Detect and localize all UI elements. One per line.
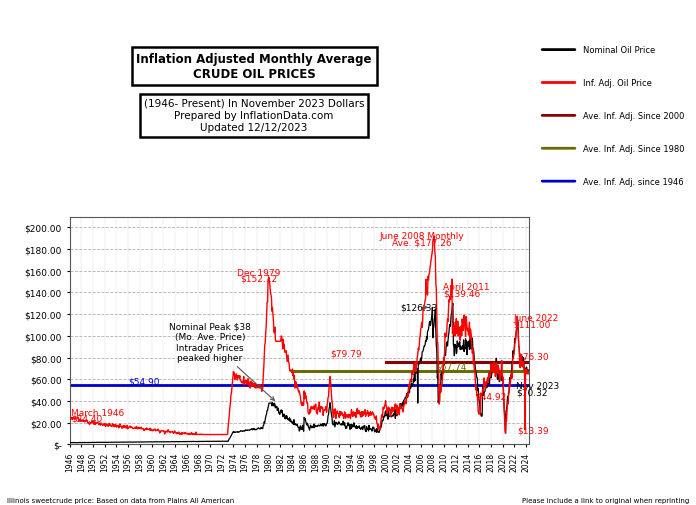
- Text: Ave. $177.26: Ave. $177.26: [392, 238, 452, 247]
- Text: March 1946: March 1946: [72, 408, 125, 417]
- Text: June 2008 Monthly: June 2008 Monthly: [379, 232, 464, 241]
- Text: Ave. Inf. Adj. Since 2000: Ave. Inf. Adj. Since 2000: [583, 112, 684, 121]
- Text: Ave. Inf. Adj. Since 1980: Ave. Inf. Adj. Since 1980: [583, 144, 684, 154]
- Text: Nov 2023: Nov 2023: [516, 381, 560, 390]
- Text: (1946- Present) In November 2023 Dollars
Prepared by InflationData.com
Updated 1: (1946- Present) In November 2023 Dollars…: [144, 98, 364, 133]
- Text: $76.30: $76.30: [517, 352, 549, 361]
- Text: $79.79: $79.79: [330, 348, 362, 358]
- Text: $67.74: $67.74: [435, 362, 467, 371]
- Text: $111.00: $111.00: [513, 320, 551, 328]
- Text: $126.33: $126.33: [400, 303, 438, 312]
- Text: Ave. Inf. Adj. since 1946: Ave. Inf. Adj. since 1946: [583, 177, 683, 186]
- Text: $139.46: $139.46: [443, 289, 480, 298]
- Text: June 2022: June 2022: [513, 313, 558, 322]
- Text: Please include a link to original when reprinting: Please include a link to original when r…: [522, 497, 689, 503]
- Text: Nominal Oil Price: Nominal Oil Price: [583, 46, 655, 55]
- Text: Inflation Adjusted Monthly Average
CRUDE OIL PRICES: Inflation Adjusted Monthly Average CRUDE…: [136, 53, 372, 81]
- Text: Illinois sweetcrude price: Based on data from Plains All American: Illinois sweetcrude price: Based on data…: [7, 497, 235, 503]
- Text: $24.40: $24.40: [72, 414, 102, 423]
- Text: Inf. Adj. Oil Price: Inf. Adj. Oil Price: [583, 79, 651, 88]
- Text: $70.32: $70.32: [516, 388, 548, 396]
- Text: $44.92: $44.92: [475, 392, 507, 401]
- Text: $13.39: $13.39: [517, 426, 549, 434]
- Text: Dec 1979: Dec 1979: [237, 269, 280, 278]
- Text: April 2011: April 2011: [443, 283, 489, 292]
- Text: Nominal Peak $38
(Mo. Ave. Price)
Intraday Prices
peaked higher: Nominal Peak $38 (Mo. Ave. Price) Intrad…: [169, 322, 274, 400]
- Text: $152.12: $152.12: [240, 274, 277, 283]
- Text: $54.90: $54.90: [128, 376, 159, 385]
